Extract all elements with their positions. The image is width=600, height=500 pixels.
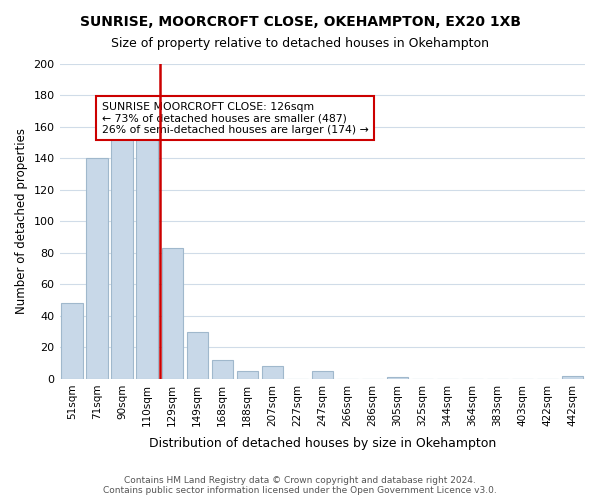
Text: SUNRISE MOORCROFT CLOSE: 126sqm
← 73% of detached houses are smaller (487)
26% o: SUNRISE MOORCROFT CLOSE: 126sqm ← 73% of… bbox=[101, 102, 368, 135]
Bar bbox=[187, 332, 208, 379]
Bar bbox=[161, 248, 183, 379]
Bar bbox=[86, 158, 108, 379]
Text: Size of property relative to detached houses in Okehampton: Size of property relative to detached ho… bbox=[111, 38, 489, 51]
Bar bbox=[112, 116, 133, 379]
Bar bbox=[562, 376, 583, 379]
Text: Contains HM Land Registry data © Crown copyright and database right 2024.
Contai: Contains HM Land Registry data © Crown c… bbox=[103, 476, 497, 495]
Bar bbox=[262, 366, 283, 379]
Bar bbox=[236, 371, 258, 379]
Text: SUNRISE, MOORCROFT CLOSE, OKEHAMPTON, EX20 1XB: SUNRISE, MOORCROFT CLOSE, OKEHAMPTON, EX… bbox=[79, 15, 521, 29]
Bar bbox=[212, 360, 233, 379]
Bar bbox=[311, 371, 333, 379]
Bar bbox=[136, 124, 158, 379]
X-axis label: Distribution of detached houses by size in Okehampton: Distribution of detached houses by size … bbox=[149, 437, 496, 450]
Bar bbox=[387, 378, 408, 379]
Y-axis label: Number of detached properties: Number of detached properties bbox=[15, 128, 28, 314]
Bar bbox=[61, 304, 83, 379]
